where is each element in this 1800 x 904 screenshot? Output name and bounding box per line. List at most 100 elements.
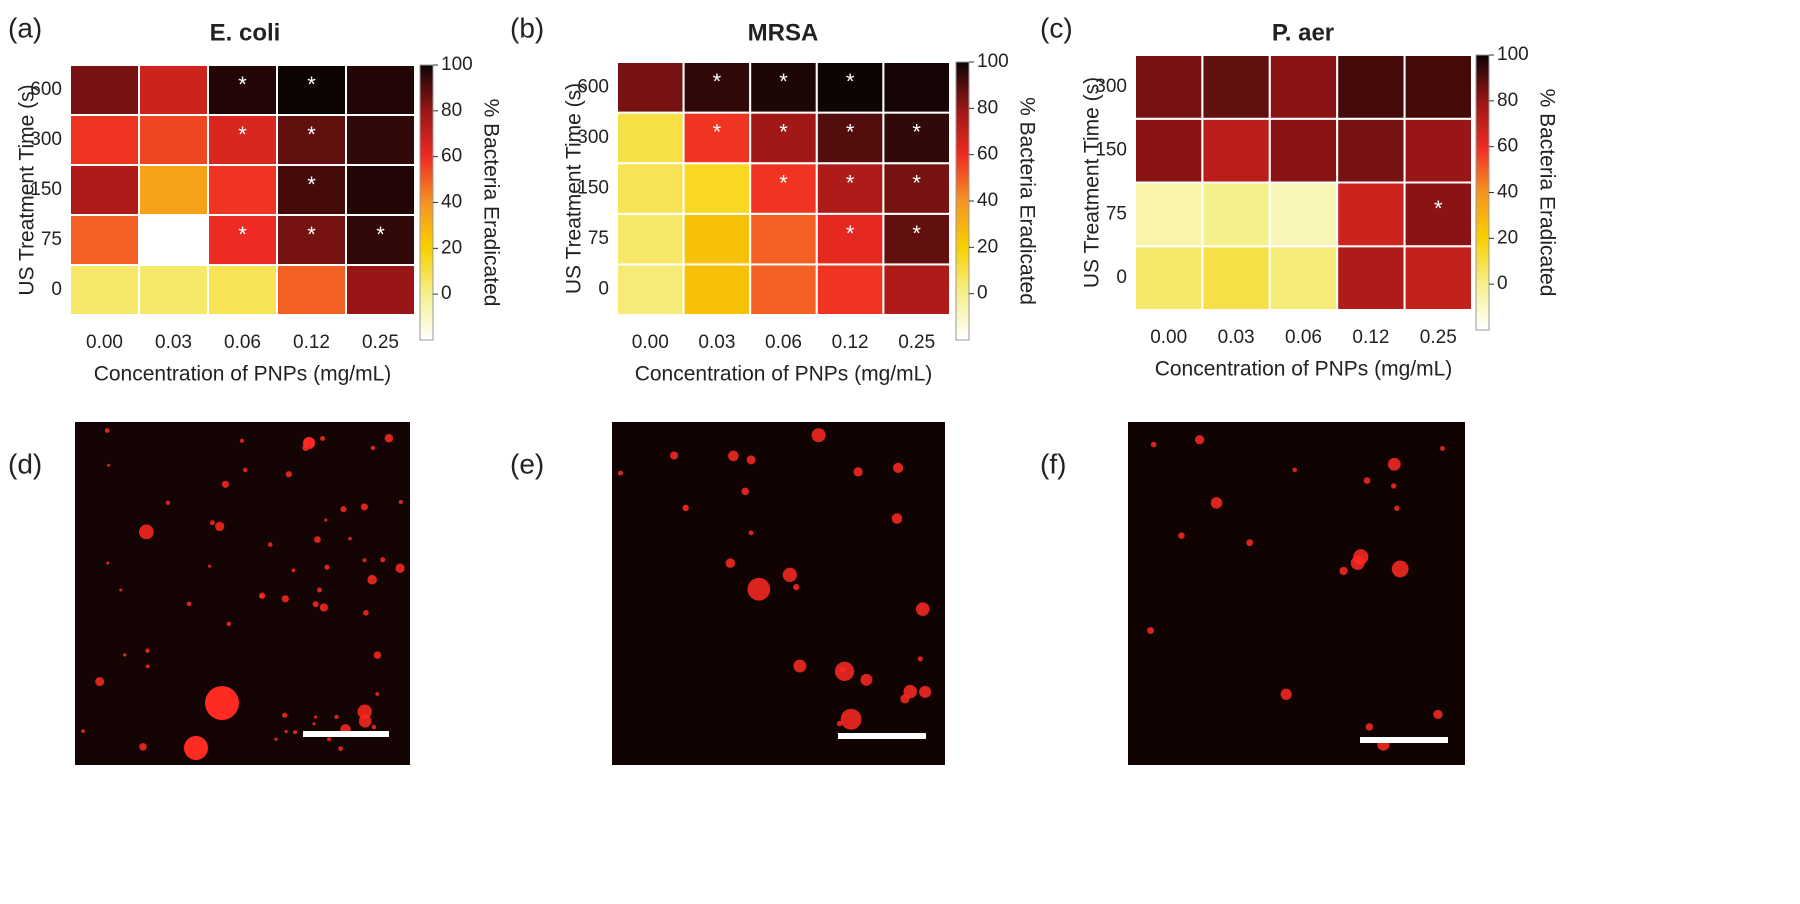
heatmap-cell xyxy=(1403,181,1473,248)
blob xyxy=(893,462,904,474)
blob xyxy=(303,437,315,449)
blob xyxy=(348,536,352,541)
heatmap-panel: (c) P. aer * 0 75 150 300 0.00 0.03 0.06 0.12 0.25 C… xyxy=(1040,12,1558,380)
blob xyxy=(741,487,749,496)
blob xyxy=(395,563,405,573)
colorbar-label: % Bacteria Eradicated xyxy=(1535,89,1558,297)
blob xyxy=(915,602,930,616)
blob xyxy=(1147,627,1154,634)
blob xyxy=(1363,477,1371,484)
colorbar-tick-label: 20 xyxy=(1497,227,1518,248)
significance-star: * xyxy=(238,72,247,97)
heatmap-cell xyxy=(276,114,347,166)
heatmap-cell xyxy=(276,64,347,116)
heatmap-cell xyxy=(682,162,752,215)
x-tick-label: 0.25 xyxy=(898,332,935,353)
heatmap-cell xyxy=(1268,181,1339,248)
blob xyxy=(375,692,380,696)
significance-star: * xyxy=(846,69,855,94)
x-tick-label: 0.06 xyxy=(765,332,802,353)
chart-title: MRSA xyxy=(748,19,819,46)
blob xyxy=(1353,549,1369,565)
x-tick-label: 0.03 xyxy=(698,332,735,353)
panel-label: (a) xyxy=(8,12,42,43)
colorbar-tick-label: 80 xyxy=(441,100,462,121)
heatmap-cell xyxy=(345,214,416,266)
x-tick-label: 0.06 xyxy=(1285,327,1322,348)
heatmap-cell xyxy=(69,164,140,216)
blob xyxy=(839,666,846,673)
blob xyxy=(209,520,215,526)
blob xyxy=(917,656,923,662)
y-tick-label: 150 xyxy=(30,179,62,200)
blob xyxy=(900,694,910,704)
heatmap-cell xyxy=(749,162,818,215)
significance-star: * xyxy=(846,221,855,246)
blob xyxy=(1387,457,1401,471)
blob xyxy=(1394,505,1400,511)
heatmap-cell xyxy=(882,61,952,114)
blob xyxy=(725,558,736,568)
blob xyxy=(281,595,289,603)
heatmap-cell xyxy=(1268,245,1339,311)
blob xyxy=(205,686,239,720)
y-tick-label: 300 xyxy=(577,127,609,148)
colorbar-tick-label: 40 xyxy=(441,192,462,213)
panel-label: (d) xyxy=(8,448,42,479)
heatmap-cell xyxy=(207,214,278,266)
blob xyxy=(338,746,343,751)
heatmap-cell xyxy=(207,264,278,316)
y-tick-label: 150 xyxy=(577,178,609,199)
blob xyxy=(748,530,754,536)
significance-star: * xyxy=(307,72,316,97)
colorbar-tick-label: 40 xyxy=(1497,182,1518,203)
blob xyxy=(747,577,771,601)
heatmap-cell xyxy=(276,214,347,266)
significance-star: * xyxy=(912,120,921,145)
colorbar-tick-label: 60 xyxy=(977,144,998,165)
x-tick-label: 0.00 xyxy=(632,332,669,353)
panel-label: (e) xyxy=(510,448,544,479)
blob xyxy=(373,651,382,659)
blob xyxy=(853,467,863,477)
blob xyxy=(324,564,330,570)
blob xyxy=(334,714,339,720)
blob xyxy=(312,601,319,608)
blob xyxy=(145,648,150,653)
blob xyxy=(367,574,377,585)
y-tick-label: 150 xyxy=(1095,140,1127,161)
x-tick-label: 0.03 xyxy=(155,332,192,353)
x-tick-label: 0.12 xyxy=(1352,327,1389,348)
heatmap-cell xyxy=(882,263,952,316)
blob xyxy=(362,558,367,563)
heatmap-cell xyxy=(682,263,752,316)
blob xyxy=(123,653,127,657)
blob xyxy=(669,451,679,460)
heatmap-cell xyxy=(882,162,952,215)
blob xyxy=(95,677,105,687)
blob xyxy=(360,503,368,511)
heatmap-cell xyxy=(1201,54,1271,120)
y-tick-label: 300 xyxy=(30,129,62,150)
blob xyxy=(363,609,369,616)
blob xyxy=(165,500,171,506)
heatmap-cell xyxy=(749,61,818,114)
blob xyxy=(1280,688,1292,700)
blob xyxy=(106,561,110,565)
heatmap-cell xyxy=(616,162,685,215)
colorbar-tick-label: 20 xyxy=(977,236,998,257)
colorbar-tick-label: 80 xyxy=(1497,90,1518,111)
x-tick-label: 0.03 xyxy=(1218,327,1255,348)
heatmap-cell xyxy=(138,114,209,166)
blob xyxy=(243,467,248,473)
blob xyxy=(139,742,147,751)
blob xyxy=(314,536,321,543)
heatmap-cell xyxy=(1201,117,1271,184)
y-tick-label: 75 xyxy=(1106,203,1127,224)
heatmap-cell xyxy=(138,164,209,216)
significance-star: * xyxy=(713,120,722,145)
colorbar-tick-label: 100 xyxy=(977,51,1009,72)
blob xyxy=(340,506,347,513)
